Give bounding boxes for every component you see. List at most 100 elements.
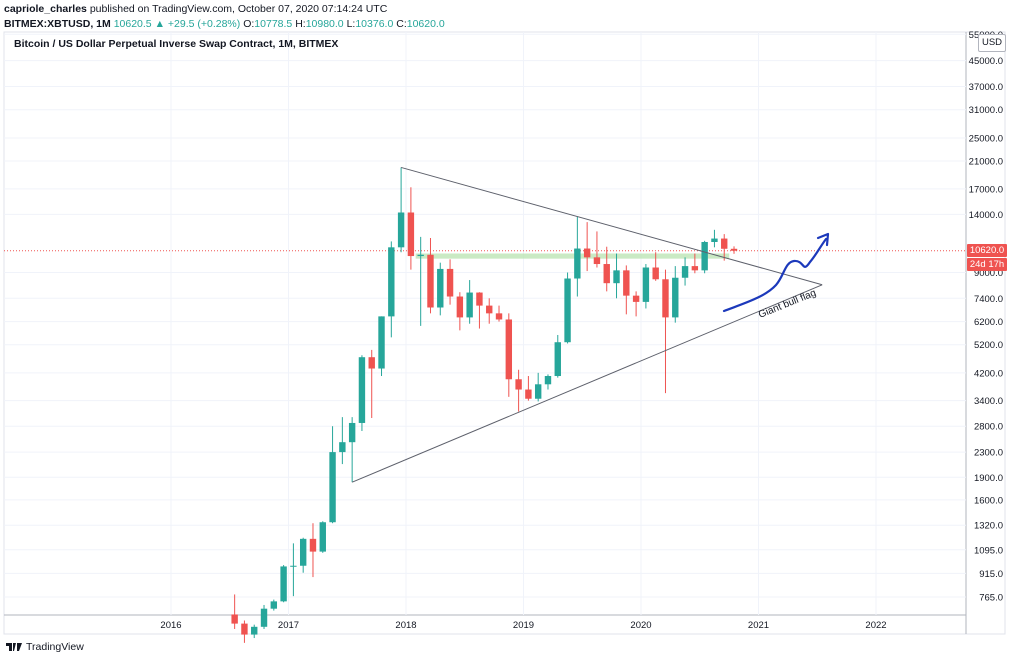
- candle-body: [652, 267, 659, 280]
- candle-body: [632, 295, 640, 302]
- candle-body: [701, 241, 708, 271]
- candle-body: [505, 319, 513, 380]
- price-change: ▲ +29.5 (+0.28%): [154, 18, 241, 30]
- y-tick-label: 7400.0: [974, 294, 1003, 305]
- candle-body: [241, 623, 248, 635]
- last-price: 10620.5: [113, 18, 152, 30]
- open-value: 10778.5: [254, 18, 293, 30]
- y-tick-label: 31000.0: [969, 105, 1003, 116]
- candle-body: [397, 212, 405, 248]
- open-label: O:: [243, 18, 255, 30]
- y-tick-label: 6200.0: [974, 317, 1003, 328]
- footer: TradingView: [6, 641, 84, 653]
- candle-body: [368, 357, 375, 369]
- grid: [4, 32, 966, 615]
- candle-body: [711, 238, 718, 242]
- x-tick-label: 2020: [630, 620, 651, 631]
- y-tick-label: 3400.0: [974, 396, 1003, 407]
- candle-body: [495, 313, 503, 320]
- chart-header: capriole_charles published on TradingVie…: [4, 2, 445, 32]
- y-tick-label: 9000.0: [974, 268, 1003, 279]
- support-band: [415, 253, 730, 259]
- candle-body: [251, 626, 258, 635]
- candle-body: [437, 268, 444, 308]
- candle-body: [319, 522, 326, 552]
- y-tick-label: 2300.0: [974, 448, 1003, 459]
- candle-body: [476, 292, 483, 306]
- candle-body: [515, 379, 522, 390]
- candle-body: [603, 264, 610, 284]
- candle-body: [358, 357, 366, 423]
- high-label: H:: [295, 18, 306, 30]
- y-tick-label: 915.0: [979, 569, 1003, 580]
- y-tick-label: 1600.0: [974, 495, 1003, 506]
- candle-body: [260, 608, 268, 627]
- candle-body: [525, 389, 532, 399]
- candle-body: [231, 614, 238, 624]
- low-value: 10376.0: [355, 18, 394, 30]
- low-label: L:: [346, 18, 356, 30]
- candle-body: [309, 538, 317, 552]
- x-tick-label: 2022: [865, 620, 886, 631]
- chart-title: Bitcoin / US Dollar Perpetual Inverse Sw…: [14, 38, 339, 50]
- candle-body: [299, 538, 307, 566]
- candle-body: [672, 277, 679, 318]
- countdown-tag: 24d 17h: [967, 258, 1007, 271]
- candle-body: [280, 566, 287, 602]
- candle-body: [721, 238, 728, 249]
- candle-body: [691, 266, 699, 271]
- candle-body: [564, 278, 571, 343]
- x-axis-ticks: 2016 2017 2018 2019 2020 2021 2022: [160, 620, 886, 631]
- plot-frame: [3, 31, 1006, 635]
- candle-body: [466, 292, 473, 318]
- candle-body: [662, 279, 669, 318]
- candle-body: [417, 254, 424, 257]
- y-tick-label: 37000.0: [969, 82, 1003, 93]
- publish-line: capriole_charles published on TradingVie…: [4, 2, 445, 17]
- y-tick-label: 21000.0: [969, 157, 1003, 168]
- y-tick-label: 17000.0: [969, 184, 1003, 195]
- author-name[interactable]: capriole_charles: [4, 3, 87, 15]
- x-tick-label: 2019: [513, 620, 534, 631]
- y-tick-label: 14000.0: [969, 210, 1003, 221]
- support-zone: [415, 253, 730, 259]
- candle-body: [456, 296, 464, 318]
- y-tick-label: 4200.0: [974, 368, 1003, 379]
- y-tick-label: 25000.0: [969, 134, 1003, 145]
- candle-body: [329, 452, 336, 523]
- x-tick-label: 2021: [748, 620, 769, 631]
- hand-drawn-arrowhead: [816, 232, 830, 247]
- candles: [231, 167, 738, 643]
- candle-body: [554, 342, 561, 377]
- y-tick-label: 1320.0: [974, 521, 1003, 532]
- y-tick-label: 5200.0: [974, 340, 1003, 351]
- candle-body: [378, 316, 385, 369]
- candle-body: [339, 442, 346, 453]
- brand-name[interactable]: TradingView: [26, 641, 84, 653]
- trendlines: [351, 166, 823, 483]
- symbol-line: BITMEX:XBTUSD, 1M 10620.5 ▲ +29.5 (+0.28…: [4, 17, 445, 32]
- candle-body: [446, 268, 454, 297]
- x-tick-label: 2016: [160, 620, 181, 631]
- candle-body: [681, 266, 689, 278]
- candle-body: [730, 248, 738, 251]
- candle-body: [407, 212, 415, 257]
- hand-drawn-arrow: [722, 237, 828, 313]
- candle-body: [290, 565, 297, 567]
- candle-body: [642, 267, 650, 302]
- x-tick-label: 2018: [395, 620, 416, 631]
- high-value: 10980.0: [305, 18, 344, 30]
- currency-label[interactable]: USD: [978, 34, 1006, 52]
- y-tick-label: 1900.0: [974, 473, 1003, 484]
- y-tick-label: 45000.0: [969, 56, 1003, 67]
- y-tick-label: 2800.0: [974, 422, 1003, 433]
- x-tick-label: 2017: [278, 620, 299, 631]
- trendline-lower: [351, 284, 823, 483]
- y-tick-label: 1095.0: [974, 545, 1003, 556]
- candle-body: [270, 601, 278, 609]
- candle-body: [534, 384, 542, 399]
- trendline-upper: [400, 166, 823, 286]
- tradingview-logo-icon[interactable]: [6, 642, 22, 652]
- symbol: BITMEX:XBTUSD, 1M: [4, 18, 111, 30]
